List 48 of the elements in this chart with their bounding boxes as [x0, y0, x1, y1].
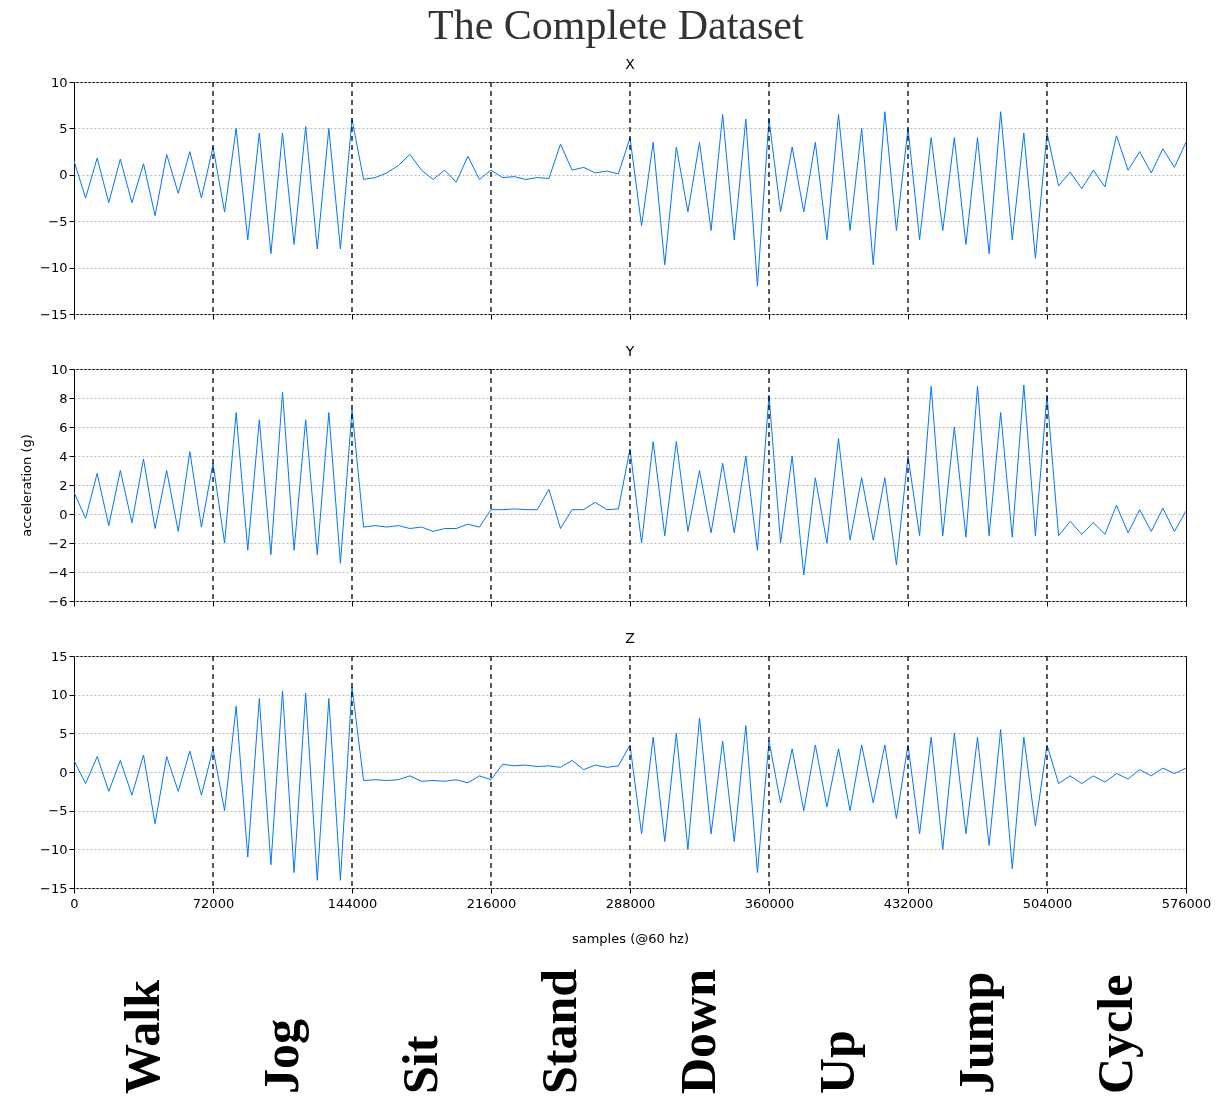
x-tick-label: 72000	[192, 895, 235, 911]
y-tick-label: 10	[50, 74, 68, 90]
line-series	[74, 686, 1186, 881]
text: Cycle	[1086, 974, 1143, 1094]
y-tick-label: 6	[59, 419, 68, 435]
y-tick-label: −15	[40, 880, 68, 896]
text: Up	[808, 1030, 865, 1094]
y-tick-label: −5	[48, 213, 68, 229]
x-tick-label: 576000	[1161, 895, 1212, 911]
y-tick-label: 8	[59, 390, 68, 406]
y-tick-label: −4	[48, 564, 68, 580]
text: Jog	[252, 1019, 309, 1094]
y-tick-label: 10	[50, 361, 68, 377]
y-tick-label: −6	[48, 593, 68, 609]
y-tick-label: 5	[59, 120, 68, 136]
y-tick-label: 0	[59, 764, 68, 780]
y-tick-label: −5	[48, 803, 68, 819]
text: Walk	[113, 979, 170, 1094]
text: Jump	[947, 971, 1004, 1094]
x-axis-title: samples (@60 hz)	[571, 930, 690, 946]
y-tick-label: −2	[48, 535, 68, 551]
text: Stand	[530, 968, 587, 1094]
x-tick-label: 144000	[327, 895, 378, 911]
y-tick-label: 0	[59, 167, 68, 183]
line-series	[74, 111, 1186, 287]
chart-title: Z	[625, 630, 635, 646]
y-tick-label: 4	[59, 448, 68, 464]
x-tick-label: 432000	[883, 895, 934, 911]
y-tick-label: 5	[59, 725, 68, 741]
y-tick-label: −10	[40, 841, 68, 857]
x-tick-label: 360000	[744, 895, 795, 911]
chart-title: Y	[624, 343, 635, 359]
x-tick-label: 216000	[466, 895, 517, 911]
chart-title: X	[625, 56, 636, 72]
y-tick-label: −10	[40, 260, 68, 276]
x-tick-label: 288000	[605, 895, 656, 911]
y-tick-label: 0	[59, 506, 68, 522]
x-tick-label: 504000	[1022, 895, 1073, 911]
x-tick-label: 0	[70, 895, 79, 911]
y-tick-label: 10	[50, 687, 68, 703]
y-axis-title: acceleration (g)	[19, 434, 35, 537]
text: Down	[669, 968, 726, 1094]
y-tick-label: −15	[40, 306, 68, 322]
line-series	[74, 384, 1186, 576]
y-tick-label: 2	[59, 477, 68, 493]
text: The Complete Dataset	[428, 1, 804, 48]
y-tick-label: 15	[50, 648, 68, 664]
text: Sit	[391, 1035, 448, 1094]
